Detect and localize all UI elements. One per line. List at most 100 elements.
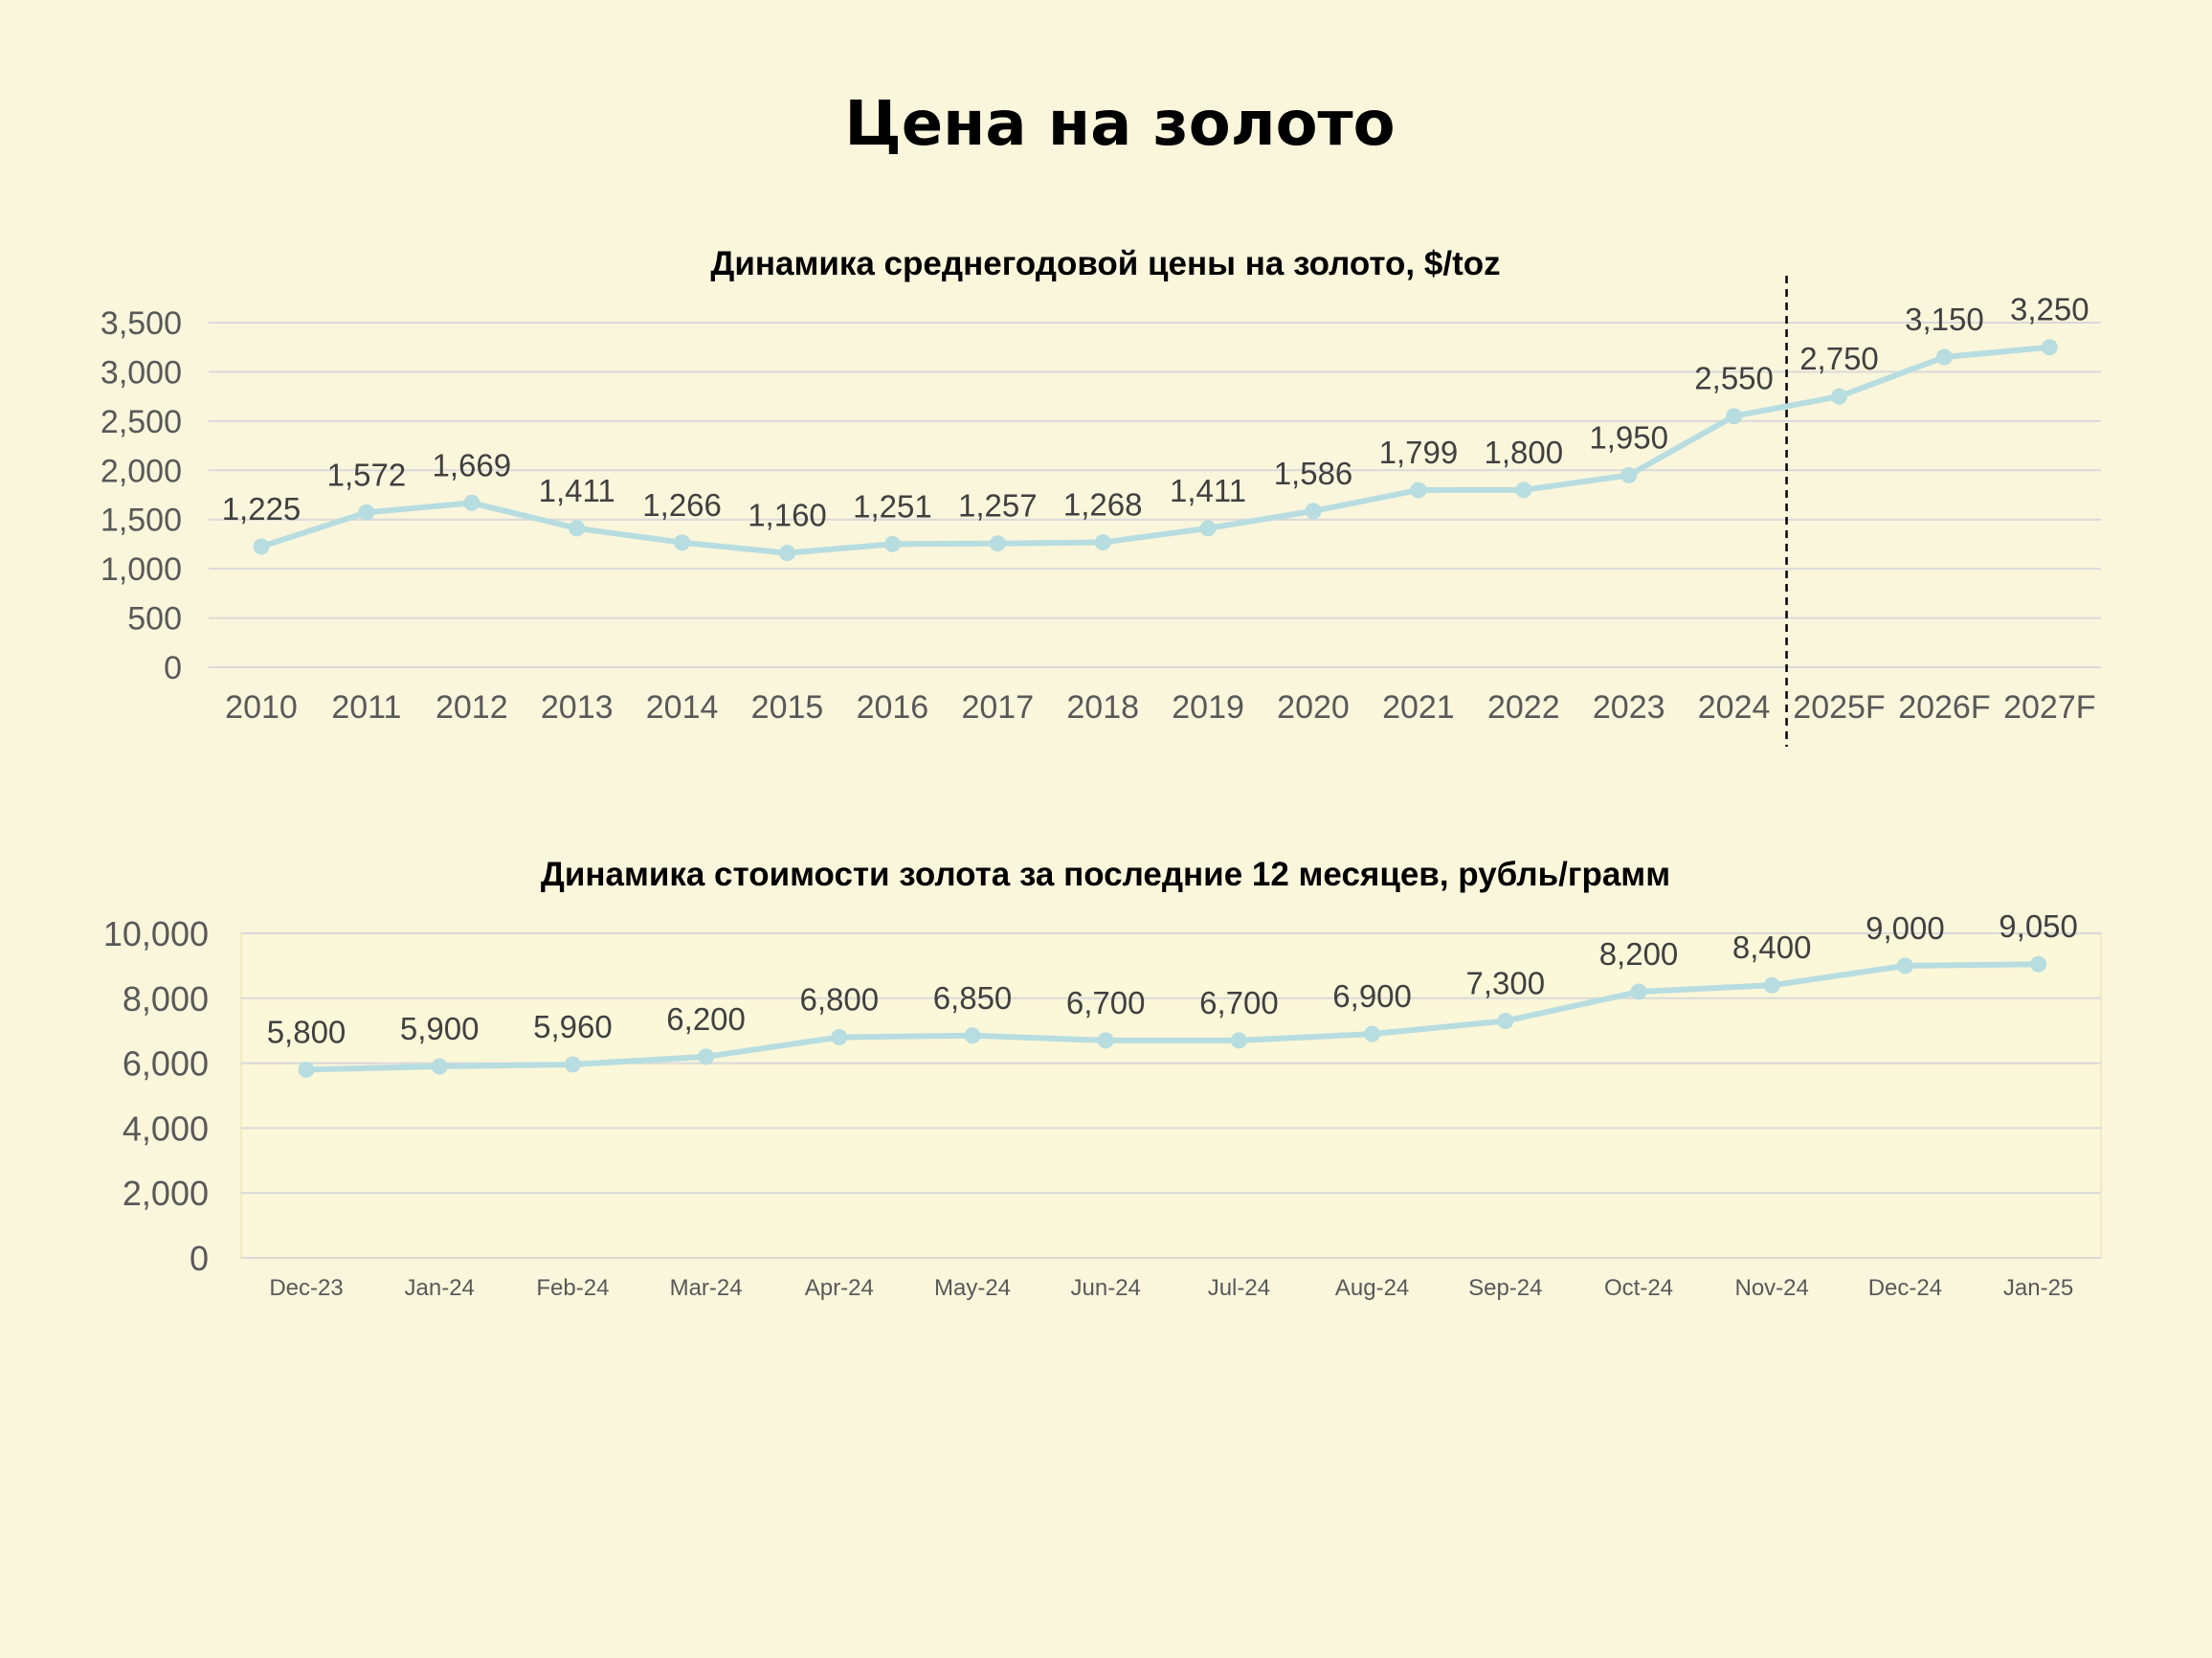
data-label: 5,800 xyxy=(267,1014,346,1049)
y-tick-label: 8,000 xyxy=(123,979,209,1019)
x-tick-label: Jan-25 xyxy=(2003,1275,2073,1301)
x-tick-label: Aug-24 xyxy=(1335,1275,1409,1301)
data-point xyxy=(1896,957,1913,975)
y-tick-label: 3,500 xyxy=(101,305,182,342)
y-axis: 0 2,000 4,000 6,000 8,000 10,000 xyxy=(103,914,209,1278)
x-tick-label: 2025F xyxy=(1793,689,1885,726)
data-label: 1,669 xyxy=(433,447,512,482)
data-point xyxy=(1199,520,1217,537)
page-title: Цена на золото xyxy=(844,89,1396,160)
data-point xyxy=(358,504,375,521)
data-point xyxy=(964,1027,981,1044)
x-tick-label: Jan-24 xyxy=(405,1275,475,1301)
data-point xyxy=(298,1061,315,1078)
data-point xyxy=(253,538,270,555)
series-line xyxy=(260,344,2050,556)
data-point xyxy=(883,535,901,552)
data-point xyxy=(1097,1032,1114,1049)
x-tick-label: May-24 xyxy=(934,1275,1011,1301)
data-point xyxy=(779,545,795,562)
data-label: 8,200 xyxy=(1599,936,1679,972)
data-point xyxy=(1497,1013,1514,1030)
x-tick-label: 2015 xyxy=(751,689,824,726)
x-tick-label: 2017 xyxy=(961,689,1034,726)
data-label: 2,550 xyxy=(1694,361,1774,396)
data-point xyxy=(1305,503,1322,520)
x-tick-label: 2021 xyxy=(1382,689,1455,726)
x-tick-label: Dec-24 xyxy=(1868,1275,1942,1301)
x-tick-label: Feb-24 xyxy=(536,1275,609,1301)
data-point xyxy=(564,1056,581,1073)
data-points xyxy=(298,955,2047,1078)
data-label: 1,266 xyxy=(642,487,722,523)
data-point xyxy=(989,535,1006,552)
x-tick-label: 2026F xyxy=(1898,689,1990,726)
data-label: 3,150 xyxy=(1905,302,1984,337)
x-tick-label: 2016 xyxy=(857,689,929,726)
x-tick-label: 2013 xyxy=(541,689,614,726)
x-tick-label: Jun-24 xyxy=(1071,1275,1141,1301)
y-tick-label: 6,000 xyxy=(123,1044,209,1084)
y-tick-label: 500 xyxy=(127,601,182,638)
data-label: 1,257 xyxy=(958,488,1038,524)
data-label: 1,225 xyxy=(222,491,302,527)
data-point xyxy=(1094,534,1111,551)
data-labels: 5,800 5,900 5,960 6,200 6,800 6,850 6,700 6,700… xyxy=(267,908,2078,1049)
x-tick-label: Dec-23 xyxy=(269,1275,343,1301)
data-label: 1,251 xyxy=(853,488,932,524)
y-tick-label: 10,000 xyxy=(103,914,209,953)
y-tick-label: 4,000 xyxy=(123,1109,209,1148)
data-label: 1,800 xyxy=(1485,435,1564,470)
data-point xyxy=(1831,388,1847,405)
x-tick-label: Mar-24 xyxy=(670,1275,743,1301)
data-point xyxy=(1630,983,1647,1000)
data-point xyxy=(1230,1032,1247,1049)
data-point xyxy=(1515,482,1532,499)
data-point xyxy=(831,1028,848,1045)
data-point xyxy=(431,1058,448,1075)
x-tick-label: 2012 xyxy=(436,689,508,726)
data-point xyxy=(674,534,691,551)
y-tick-label: 1,500 xyxy=(101,503,182,539)
y-tick-label: 2,500 xyxy=(101,404,182,440)
chart-title: Динамика среднегодовой цены на золото, $… xyxy=(710,245,1500,282)
data-label: 1,799 xyxy=(1379,435,1459,470)
x-tick-label: 2023 xyxy=(1593,689,1665,726)
x-tick-label: 2014 xyxy=(646,689,719,726)
data-label: 6,700 xyxy=(1199,985,1279,1020)
data-label: 1,268 xyxy=(1063,487,1143,523)
x-tick-label: 2027F xyxy=(2003,689,2095,726)
x-tick-label: 2011 xyxy=(331,689,401,726)
y-tick-label: 3,000 xyxy=(101,354,182,391)
data-label: 6,700 xyxy=(1066,985,1146,1020)
data-label: 3,250 xyxy=(2010,292,2089,327)
data-point xyxy=(1410,482,1427,499)
data-point xyxy=(2041,339,2058,356)
x-tick-label: 2010 xyxy=(225,689,298,726)
x-tick-label: 2022 xyxy=(1487,689,1560,726)
data-label: 1,586 xyxy=(1274,456,1353,491)
chart-title: Динамика стоимости золота за последние 1… xyxy=(541,856,1670,893)
data-point xyxy=(1763,976,1780,994)
data-point xyxy=(1726,408,1743,425)
data-label: 5,960 xyxy=(533,1009,613,1044)
data-label: 1,411 xyxy=(1170,473,1246,508)
x-tick-label: Oct-24 xyxy=(1604,1275,1673,1301)
y-tick-label: 0 xyxy=(190,1239,209,1278)
data-point xyxy=(1935,348,1953,366)
monthly-gold-price-chart: Динамика стоимости золота за последние 1… xyxy=(103,856,2102,1301)
data-label: 1,160 xyxy=(748,498,827,533)
y-tick-label: 1,000 xyxy=(101,551,182,588)
data-point xyxy=(2030,955,2047,973)
data-label: 8,400 xyxy=(1732,930,1812,965)
data-label: 6,800 xyxy=(800,981,880,1017)
data-label: 6,850 xyxy=(933,980,1013,1016)
data-label: 9,000 xyxy=(1866,910,1945,946)
data-point xyxy=(569,520,586,537)
x-tick-label: 2024 xyxy=(1698,689,1771,726)
annual-gold-price-chart: Динамика среднегодовой цены на золото, $… xyxy=(101,245,2101,747)
y-tick-label: 0 xyxy=(164,650,182,686)
data-label: 1,411 xyxy=(539,473,615,508)
data-labels: 1,225 1,572 1,669 1,411 1,266 1,160 1,251 1,257… xyxy=(222,292,2089,533)
